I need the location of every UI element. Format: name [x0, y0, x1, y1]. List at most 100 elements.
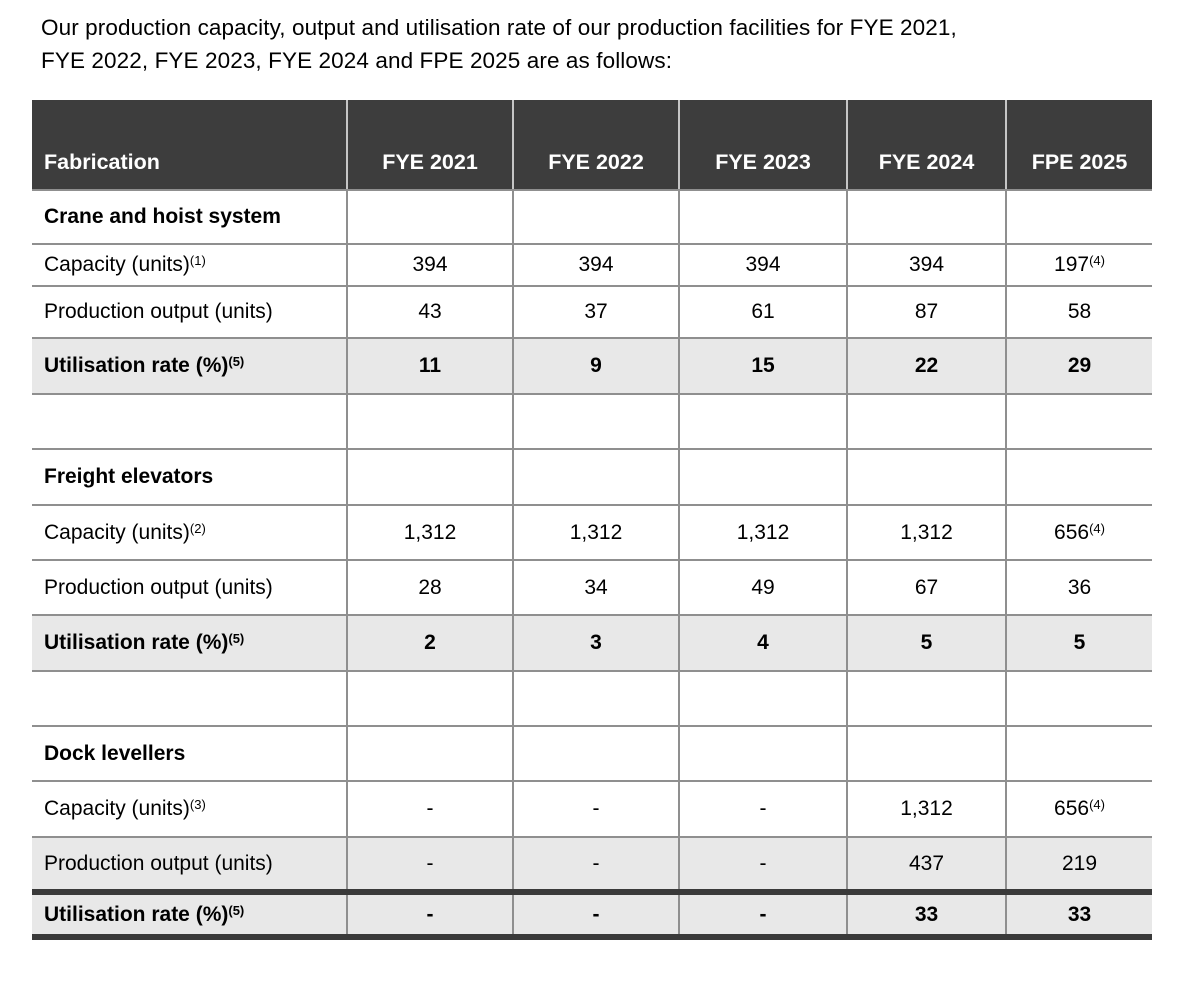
value-cell [679, 449, 848, 506]
section-row-dock: Dock levellers [32, 726, 1152, 782]
value-cell: - [347, 781, 514, 838]
section-title: Freight elevators [44, 465, 214, 488]
value-cell [513, 726, 680, 782]
value-cell: 1,312 [679, 505, 848, 561]
row-label: Utilisation rate (%)(5) [32, 615, 348, 672]
column-header-fye2021: FYE 2021 [347, 100, 514, 191]
value-cell: 3 [513, 615, 680, 672]
value-cell: - [679, 781, 848, 838]
value-cell [1006, 190, 1152, 245]
value-cell: 37 [513, 286, 680, 339]
value-cell [513, 671, 680, 727]
value-cell: 33 [847, 889, 1007, 940]
value-cell: 29 [1006, 338, 1152, 395]
value-cell: 5 [847, 615, 1007, 672]
footnote-ref: (4) [1089, 520, 1105, 536]
value-cell: - [679, 889, 848, 940]
data-row-dock-capacity: Capacity (units)(3) - - - 1,312 656(4) [32, 781, 1152, 838]
value-cell [847, 190, 1007, 245]
value-cell: 22 [847, 338, 1007, 395]
footnote-ref: (4) [1089, 253, 1105, 268]
row-label: Freight elevators [32, 449, 348, 506]
value-cell: 34 [513, 560, 680, 616]
value-cell: - [513, 837, 680, 893]
footnote-ref: (3) [189, 797, 206, 812]
footnote-ref: (4) [1089, 797, 1105, 812]
footnote-ref: (5) [228, 631, 245, 646]
intro-line-1: Our production capacity, output and util… [41, 15, 957, 40]
value-cell: 219 [1006, 837, 1152, 893]
value-cell: 394 [847, 244, 1007, 287]
row-label: Utilisation rate (%)(5) [32, 889, 348, 940]
value-cell [847, 449, 1007, 506]
section-title: Dock levellers [44, 741, 186, 765]
column-header-fye2024: FYE 2024 [847, 100, 1007, 191]
value-cell [513, 394, 680, 450]
value-cell [847, 671, 1007, 727]
value-cell: - [679, 837, 848, 893]
data-row-freight-utilisation: Utilisation rate (%)(5) 2 3 4 5 5 [32, 615, 1152, 672]
value-cell: 1,312 [847, 781, 1007, 838]
spacer-row [32, 394, 1152, 450]
intro-paragraph: Our production capacity, output and util… [41, 11, 957, 77]
value-cell [1006, 726, 1152, 782]
value-cell: 656(4) [1006, 505, 1152, 561]
value-cell [679, 726, 848, 782]
section-row-freight: Freight elevators [32, 449, 1152, 506]
value-cell: 33 [1006, 889, 1152, 940]
data-row-dock-utilisation: Utilisation rate (%)(5) - - - 33 33 [32, 889, 1152, 940]
row-label: Utilisation rate (%)(5) [32, 338, 348, 395]
value-cell: - [513, 781, 680, 838]
value-cell [347, 671, 514, 727]
value-cell: 28 [347, 560, 514, 616]
value-cell [347, 449, 514, 506]
data-row-dock-output: Production output (units) - - - 437 219 [32, 837, 1152, 893]
row-label: Production output (units) [32, 560, 348, 616]
column-header-fye2023: FYE 2023 [679, 100, 848, 191]
value-cell [679, 671, 848, 727]
value-cell: - [513, 889, 680, 940]
value-cell: 43 [347, 286, 514, 339]
row-label: Production output (units) [32, 286, 348, 339]
row-label [32, 394, 348, 450]
value-cell [347, 394, 514, 450]
value-cell: 394 [347, 244, 514, 287]
section-title: Crane and hoist system [44, 205, 281, 228]
data-row-crane-output: Production output (units) 43 37 61 87 58 [32, 286, 1152, 339]
value-cell [1006, 394, 1152, 450]
value-cell [513, 449, 680, 506]
column-header-fye2022: FYE 2022 [513, 100, 680, 191]
data-row-crane-capacity: Capacity (units)(1) 394 394 394 394 197(… [32, 244, 1152, 287]
row-label: Capacity (units)(3) [32, 781, 348, 838]
footnote-ref: (5) [228, 354, 245, 369]
production-capacity-table: Fabrication FYE 2021 FYE 2022 FYE 2023 F… [32, 100, 1152, 940]
value-cell: 36 [1006, 560, 1152, 616]
value-cell: - [347, 889, 514, 940]
value-cell: 87 [847, 286, 1007, 339]
value-cell [347, 190, 514, 245]
value-cell: 49 [679, 560, 848, 616]
value-cell [1006, 671, 1152, 727]
data-row-freight-output: Production output (units) 28 34 49 67 36 [32, 560, 1152, 616]
spacer-row [32, 671, 1152, 727]
value-cell: 197(4) [1006, 244, 1152, 287]
value-cell: 394 [513, 244, 680, 287]
row-label: Capacity (units)(2) [32, 505, 348, 561]
row-label: Capacity (units)(1) [32, 244, 348, 287]
value-cell: 1,312 [847, 505, 1007, 561]
value-cell: 61 [679, 286, 848, 339]
value-cell: 437 [847, 837, 1007, 893]
value-cell [513, 190, 680, 245]
data-row-crane-utilisation: Utilisation rate (%)(5) 11 9 15 22 29 [32, 338, 1152, 395]
intro-line-2: FYE 2022, FYE 2023, FYE 2024 and FPE 202… [41, 48, 673, 73]
table-header-row: Fabrication FYE 2021 FYE 2022 FYE 2023 F… [32, 100, 1152, 191]
value-cell: 67 [847, 560, 1007, 616]
value-cell: 2 [347, 615, 514, 672]
value-cell: 656(4) [1006, 781, 1152, 838]
column-header-fabrication: Fabrication [32, 100, 348, 191]
value-cell: - [347, 837, 514, 893]
value-cell: 5 [1006, 615, 1152, 672]
row-label [32, 671, 348, 727]
value-cell [847, 394, 1007, 450]
section-row-crane: Crane and hoist system [32, 190, 1152, 245]
